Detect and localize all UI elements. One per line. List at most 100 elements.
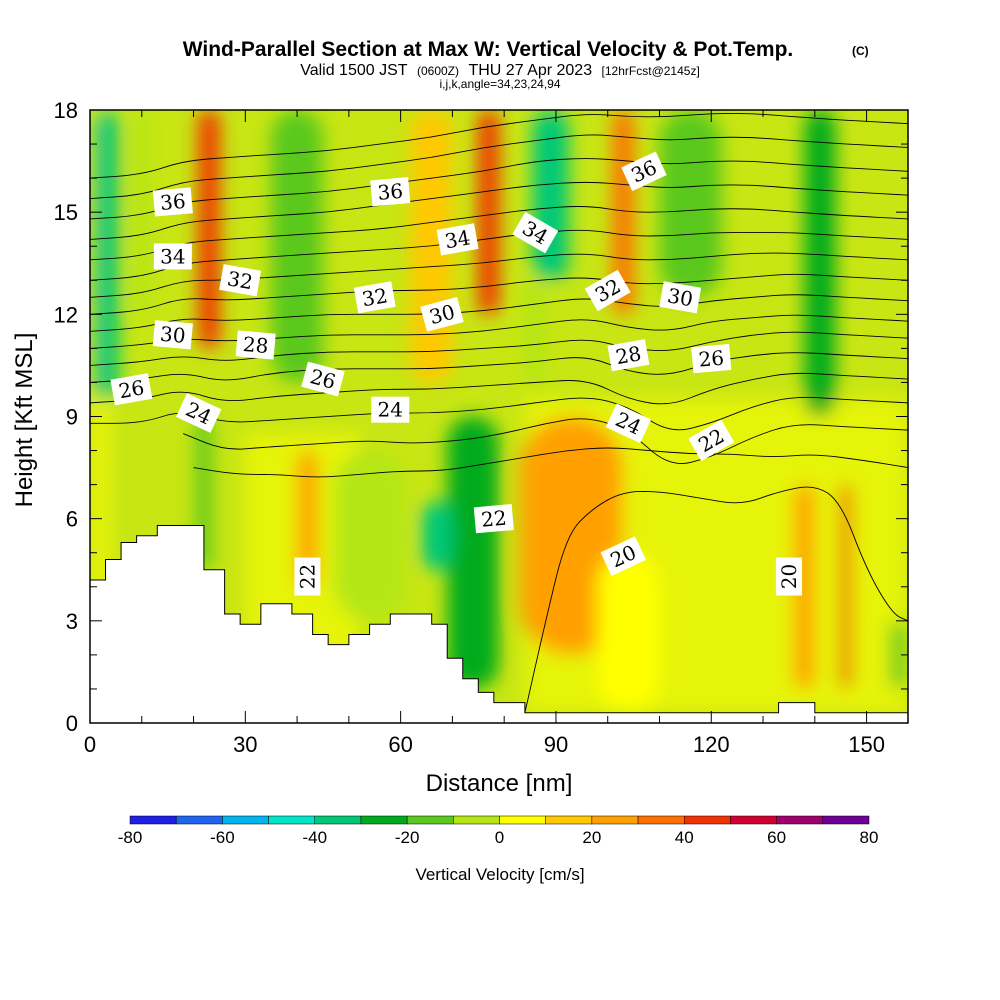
colorbar-swatch [453,815,500,825]
contour-label-7: 32 [353,281,396,314]
contour-label-18: 24 [371,396,410,423]
subtitle-indices: i,j,k,angle=34,23,24,94 [439,77,560,91]
colorbar-tick-label: 20 [582,828,601,847]
contour-label-14: 26 [110,373,153,406]
contour-label-1: 36 [370,177,411,207]
colorbar-swatch [268,815,315,825]
subtitle-valid-time: Valid 1500 JST [300,62,408,79]
contour-label-16: 26 [691,343,732,374]
velocity-cell-14 [794,484,815,689]
contour-label-bg [605,403,652,444]
contour-label-24: 20 [775,557,802,596]
velocity-cell-19 [333,450,406,621]
y-tick-label: 12 [54,302,78,327]
contour-label-text: 26 [698,346,725,372]
colorbar-swatch [175,815,223,825]
colorbar-tick-label: -80 [118,828,143,847]
contour-label-text: 30 [666,283,695,311]
colorbar-tick-label: 80 [860,828,879,847]
colorbar-swatch [822,815,870,825]
contour-label-6: 32 [219,264,262,297]
velocity-cell-15 [447,416,499,689]
contour-label-text: 22 [295,564,319,589]
contour-label-bg [152,187,193,217]
contour-label-bg [436,223,479,256]
velocity-cell-18 [597,552,660,713]
y-tick-label: 0 [66,711,78,736]
contour-label-bg [420,296,464,332]
theta-contour-30 [90,252,908,298]
potential-temperature-contours [90,112,908,713]
contour-label-15: 26 [301,361,345,397]
contour-label-0: 36 [152,187,193,217]
contour-label-text: 28 [242,332,269,358]
x-tick-label: 30 [233,732,257,757]
velocity-cell-11 [659,110,722,298]
chart-title: Wind-Parallel Section at Max W: Vertical… [183,38,794,61]
contour-label-bg [370,177,411,207]
contour-label-text: 30 [159,322,186,348]
velocity-cell-5 [297,450,318,587]
contour-label-bg [584,269,631,312]
contour-label-bg [691,343,732,374]
colorbar: -80 -60 -40 -20 0 20 40 60 80 [118,815,879,847]
theta-contour-24 [90,372,908,405]
contour-label-bg [353,281,396,314]
theta-contour-28 [90,294,908,332]
chart-subtitle: Valid 1500 JST (0600Z) THU 27 Apr 2023 [… [300,62,700,79]
x-tick-label: 150 [848,732,885,757]
colorbar-swatch [314,815,362,825]
contour-label-bg [607,339,650,372]
contour-label-13: 28 [607,339,650,372]
contour-label-bg [473,504,514,534]
y-tick-label: 15 [54,200,78,225]
colorbar-swatch [730,815,777,825]
contour-label-bg [294,557,321,596]
contour-label-bg [621,151,667,192]
theta-contour-26 [90,331,908,366]
contour-label-text: 34 [443,225,472,253]
colorbar-swatch [637,815,685,825]
colorbar-swatch [776,815,824,825]
theta-contour-25 [90,352,908,383]
contour-label-10: 30 [420,296,464,332]
colorbar-swatch [684,815,731,825]
theta-contour-32 [90,206,908,261]
contour-label-9: 30 [152,320,193,350]
contour-label-bg [512,211,559,254]
contour-label-bg [301,361,345,397]
colorbar-tick-label: 60 [767,828,786,847]
colorbar-tick-label: 0 [495,828,504,847]
colorbar-tick-label: -20 [395,828,420,847]
x-tick-label: 0 [84,732,96,757]
colorbar-swatch [499,815,546,825]
copyright-mark: (C) [852,44,869,58]
velocity-cell-16 [421,501,453,570]
contour-label-bg [371,396,410,423]
theta-contour-20 [524,486,908,713]
colorbar-tick-label: -40 [302,828,327,847]
theta-contour-34 [90,158,908,220]
theta-contour-36 [90,112,908,179]
velocity-cell-20 [889,620,906,689]
colorbar-swatch [591,815,639,825]
colorbar-swatch [545,815,593,825]
theta-contour-27 [90,314,908,349]
colorbar-swatch [360,815,408,825]
terrain [90,524,908,723]
contour-label-bg [176,393,222,433]
contour-label-text: 34 [160,244,185,268]
contour-label-3: 34 [153,243,192,270]
contour-label-bg [688,419,735,462]
contour-label-bg [235,330,276,360]
contour-label-bg [600,536,646,576]
theta-contour-35 [90,134,908,199]
velocity-cell-7 [478,110,499,315]
velocity-cell-12 [804,110,836,417]
colorbar-swatch [406,815,454,825]
velocity-cell-2 [198,110,220,349]
contour-label-text: 28 [614,341,643,369]
theta-contour-33 [90,181,908,240]
